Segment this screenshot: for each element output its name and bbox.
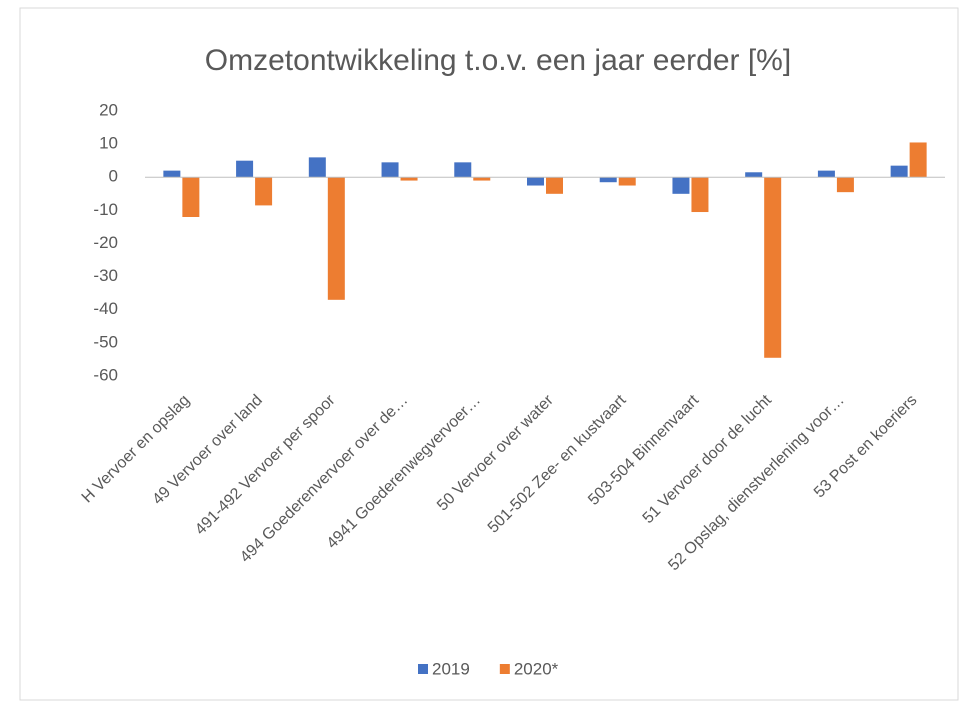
y-tick-label: -60: [93, 365, 118, 384]
y-tick-label: -30: [93, 266, 118, 285]
x-tick-label: 501-502 Zee- en kustvaart: [485, 391, 630, 536]
x-tick-label: 491-492 Vervoer per spoor: [192, 391, 339, 538]
bar: [672, 177, 690, 194]
x-tick-label: 4941 Goederenwegvervoer…: [324, 392, 484, 552]
y-tick-label: 20: [99, 100, 118, 119]
bar: [236, 160, 254, 178]
bar: [308, 157, 326, 178]
bar: [618, 177, 636, 186]
x-tick-label: 51 Vervoer door de lucht: [640, 391, 776, 527]
bar: [836, 177, 854, 193]
y-tick-label: -10: [93, 200, 118, 219]
bar: [473, 177, 491, 181]
bar: [691, 177, 709, 213]
y-tick-label: -50: [93, 332, 118, 351]
legend-swatch: [418, 664, 428, 674]
chart-title: Omzetontwikkeling t.o.v. een jaar eerder…: [205, 44, 791, 77]
bar: [764, 177, 782, 358]
chart-frame: [19, 7, 959, 701]
legend-swatch: [499, 664, 510, 674]
bar: [745, 172, 763, 178]
legend-label: 2020*: [514, 659, 559, 678]
y-tick-label: 0: [109, 167, 118, 186]
y-tick-label: 10: [99, 134, 118, 153]
bar: [599, 177, 617, 183]
bar: [817, 170, 835, 178]
x-tick-label: 50 Vervoer over water: [434, 391, 557, 514]
bar: [527, 177, 544, 186]
bar: [909, 142, 927, 178]
bar: [546, 177, 563, 194]
legend-label: 2019: [432, 659, 470, 678]
y-tick-label: -40: [93, 299, 118, 318]
bar: [890, 165, 908, 178]
bar: [255, 177, 273, 206]
y-tick-label: -20: [93, 233, 118, 252]
bar: [182, 177, 200, 217]
bar: [163, 170, 181, 178]
bar: [454, 162, 472, 178]
bar: [381, 162, 399, 178]
bar: [327, 177, 345, 300]
bar: [400, 177, 418, 181]
